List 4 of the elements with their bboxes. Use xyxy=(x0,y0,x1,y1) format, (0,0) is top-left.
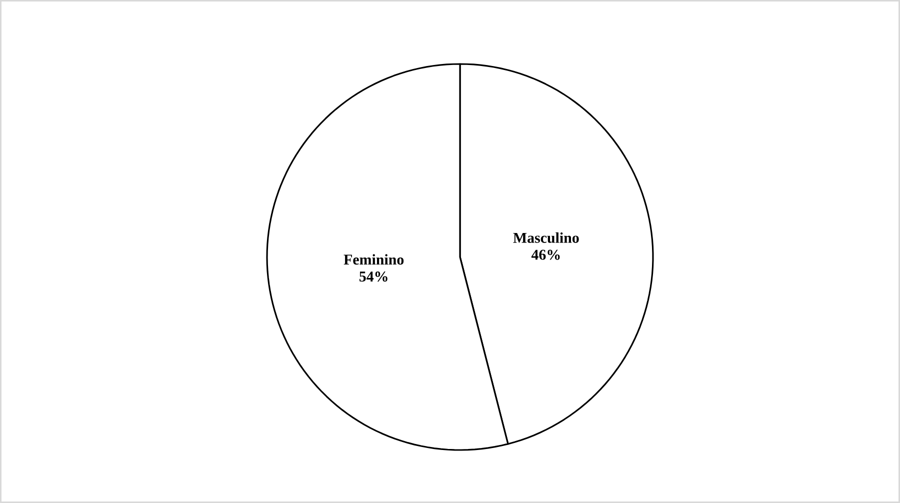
data-label: 54% xyxy=(359,272,388,282)
data-label: 46% xyxy=(531,250,560,260)
slice-label: Feminino xyxy=(344,254,404,265)
slice-label: Masculino xyxy=(513,232,579,243)
